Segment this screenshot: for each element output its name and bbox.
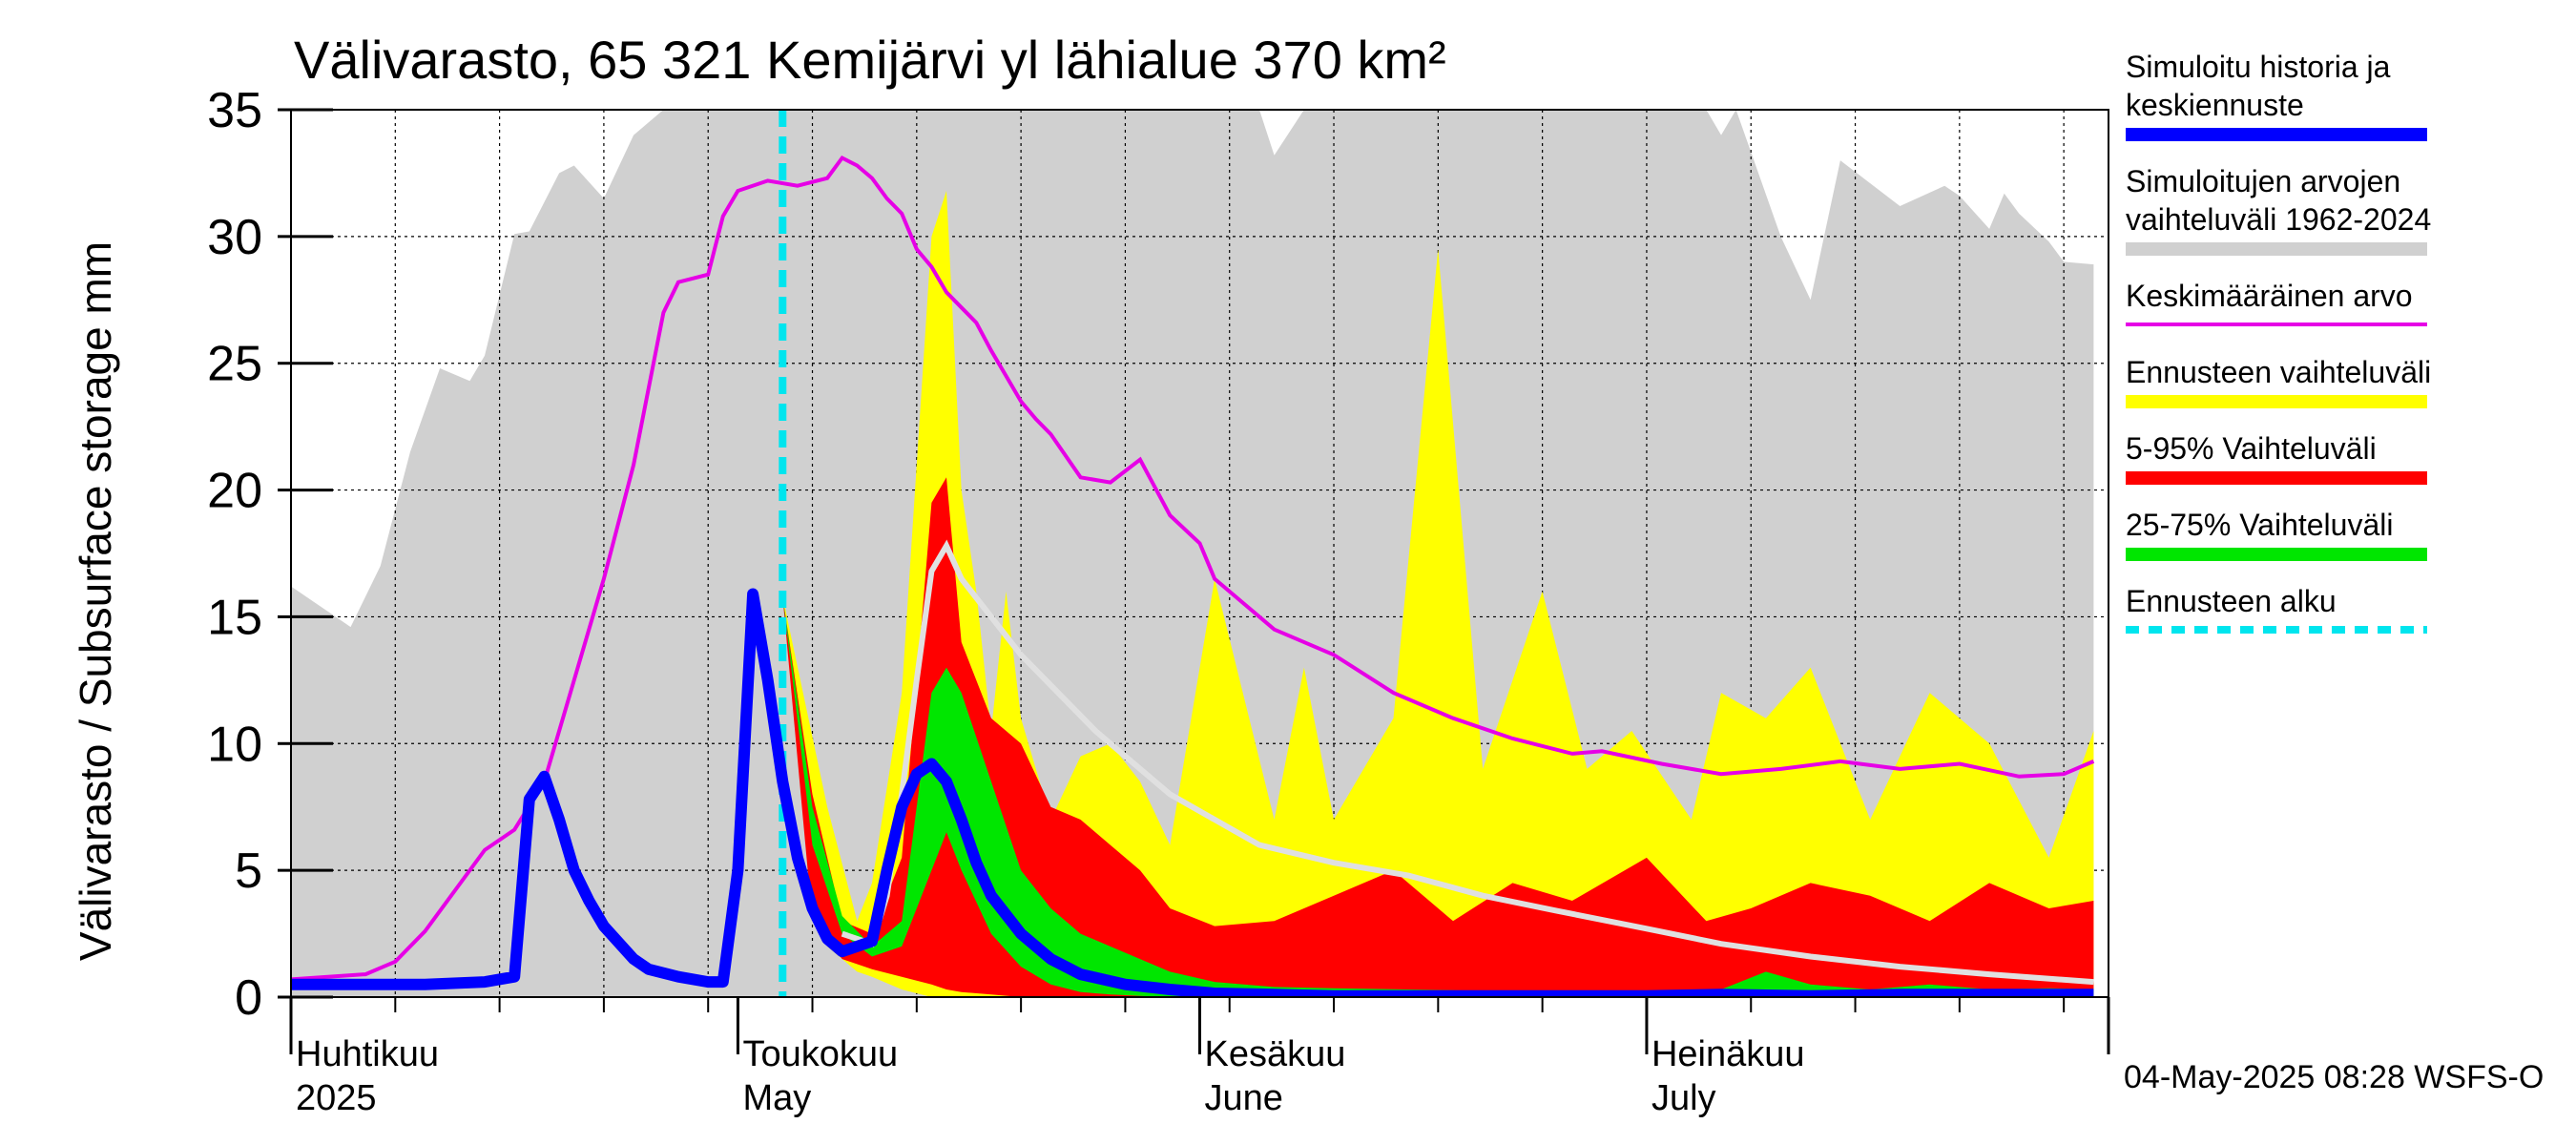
x-month-label: Toukokuu xyxy=(742,1034,898,1074)
y-tick-label: 30 xyxy=(207,210,262,265)
legend-swatch-p25-75 xyxy=(2126,548,2427,561)
y-tick-label: 10 xyxy=(207,717,262,772)
legend-swatch-forecast-range xyxy=(2126,395,2427,408)
legend-swatch-p5-95 xyxy=(2126,471,2427,485)
legend-label: Ennusteen vaihteluväli xyxy=(2126,355,2432,389)
y-tick-label: 0 xyxy=(235,970,262,1026)
x-month-sublabel: July xyxy=(1652,1078,1716,1118)
legend-item-simulated: Simuloitu historia ja keskiennuste xyxy=(2126,48,2441,141)
legend-label: Keskimääräinen arvo xyxy=(2126,279,2413,313)
x-month-sublabel: May xyxy=(742,1078,811,1118)
forecast-range-band xyxy=(782,191,2094,997)
legend-label: 25-75% Vaihteluväli xyxy=(2126,508,2394,542)
timestamp: 04-May-2025 08:28 WSFS-O xyxy=(2124,1059,2545,1095)
legend-label: Ennusteen alku xyxy=(2126,584,2337,618)
legend-swatch-hist-range xyxy=(2126,242,2427,256)
y-tick-label: 20 xyxy=(207,464,262,519)
legend-item-p5-95: 5-95% Vaihteluväli xyxy=(2126,429,2441,485)
x-month-sublabel: June xyxy=(1205,1078,1283,1118)
y-tick-label: 35 xyxy=(207,83,262,138)
legend: Simuloitu historia ja keskiennuste Simul… xyxy=(2126,48,2441,634)
y-tick-label: 25 xyxy=(207,337,262,392)
y-tick-label: 15 xyxy=(207,590,262,645)
y-axis-label: Välivarasto / Subsurface storage mm xyxy=(71,240,120,962)
legend-swatch-simulated xyxy=(2126,128,2427,141)
chart-title: Välivarasto, 65 321 Kemijärvi yl lähialu… xyxy=(294,30,1446,90)
legend-label: keskiennuste xyxy=(2126,88,2304,122)
simulated-line xyxy=(291,588,2094,997)
x-month-label: Heinäkuu xyxy=(1652,1034,1805,1074)
legend-swatch-forecast-start xyxy=(2126,626,2427,634)
legend-item-hist-range: Simuloitujen arvojen vaihteluväli 1962-2… xyxy=(2126,162,2441,256)
legend-item-p25-75: 25-75% Vaihteluväli xyxy=(2126,506,2441,561)
legend-item-forecast-range: Ennusteen vaihteluväli xyxy=(2126,353,2441,408)
y-tick-label: 5 xyxy=(235,843,262,899)
legend-swatch-mean xyxy=(2126,323,2427,326)
p5-95-band xyxy=(782,477,2094,997)
legend-item-mean: Keskimääräinen arvo xyxy=(2126,277,2441,326)
x-month-sublabel: 2025 xyxy=(296,1078,377,1118)
mean-line xyxy=(291,155,2095,982)
median-forecast-line xyxy=(841,539,2094,986)
x-month-label: Huhtikuu xyxy=(296,1034,439,1074)
legend-label: Simuloitujen arvojen xyxy=(2126,164,2401,198)
legend-label: 5-95% Vaihteluväli xyxy=(2126,431,2377,466)
legend-item-forecast-start: Ennusteen alku xyxy=(2126,582,2441,634)
x-month-label: Kesäkuu xyxy=(1205,1034,1346,1074)
legend-label: vaihteluväli 1962-2024 xyxy=(2126,202,2432,237)
legend-label: Simuloitu historia ja xyxy=(2126,50,2391,84)
